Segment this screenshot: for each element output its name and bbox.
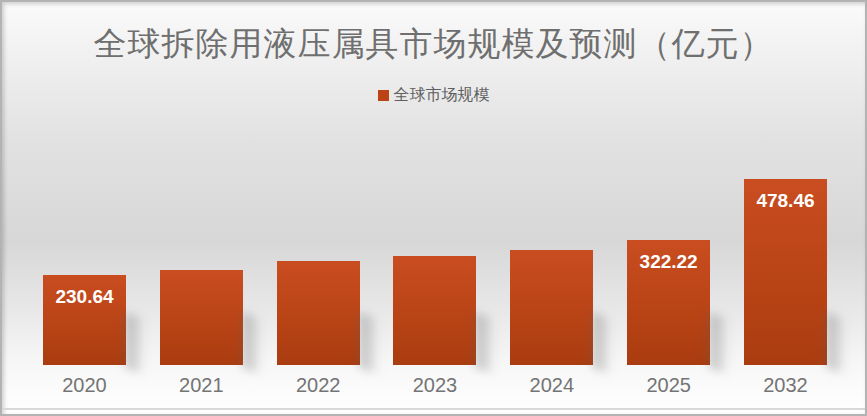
bar-2032: 478.46: [744, 179, 827, 365]
bar-value-label: 230.64: [43, 286, 126, 308]
bar-2021: [160, 270, 243, 365]
bar-2025: 322.22: [627, 240, 710, 365]
x-axis-label-2021: 2021: [160, 374, 243, 397]
bar-value-label: 322.22: [627, 251, 710, 273]
x-axis-label-2023: 2023: [393, 374, 476, 397]
bar-2022: [277, 261, 360, 365]
bottom-rule: [2, 408, 865, 410]
bar-2023: [393, 256, 476, 365]
chart-canvas: 全球拆除用液压属具市场规模及预测（亿元） 全球市场规模 230.64202020…: [0, 0, 867, 416]
x-axis-label-2024: 2024: [510, 374, 593, 397]
bar-2020: 230.64: [43, 275, 126, 365]
x-axis-label-2025: 2025: [627, 374, 710, 397]
plot-area: 230.64 2020 2021 2022 2023 2024 322.22 2025 478.…: [2, 2, 865, 414]
bar-value-label: 478.46: [744, 190, 827, 212]
x-axis-label-2020: 2020: [43, 374, 126, 397]
x-axis-label-2022: 2022: [277, 374, 360, 397]
x-axis-label-2032: 2032: [744, 374, 827, 397]
bar-2024: [510, 250, 593, 365]
